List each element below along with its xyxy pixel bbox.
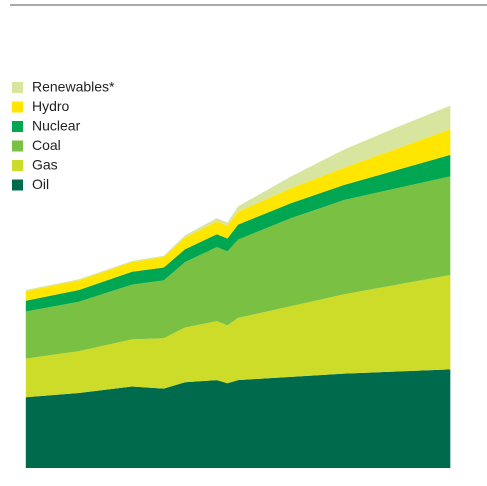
area-coal bbox=[25, 176, 451, 359]
area-oil bbox=[25, 369, 451, 468]
legend-swatch bbox=[12, 101, 23, 113]
legend-swatch bbox=[12, 121, 23, 132]
area-hydro bbox=[25, 129, 451, 301]
legend-swatch bbox=[12, 140, 23, 152]
legend-swatch bbox=[12, 160, 23, 171]
legend-background bbox=[10, 78, 138, 200]
legend-label: Coal bbox=[32, 137, 61, 153]
area-renewables bbox=[25, 105, 451, 292]
area-gas bbox=[25, 275, 451, 398]
legend-swatch bbox=[12, 179, 23, 191]
legend-swatch bbox=[12, 82, 23, 93]
legend-label: Oil bbox=[32, 176, 49, 192]
legend-label: Nuclear bbox=[32, 118, 81, 134]
area-nuclear bbox=[25, 154, 451, 312]
legend-label: Renewables* bbox=[32, 79, 115, 95]
legend-label: Hydro bbox=[32, 98, 70, 114]
legend-label: Gas bbox=[32, 157, 58, 173]
